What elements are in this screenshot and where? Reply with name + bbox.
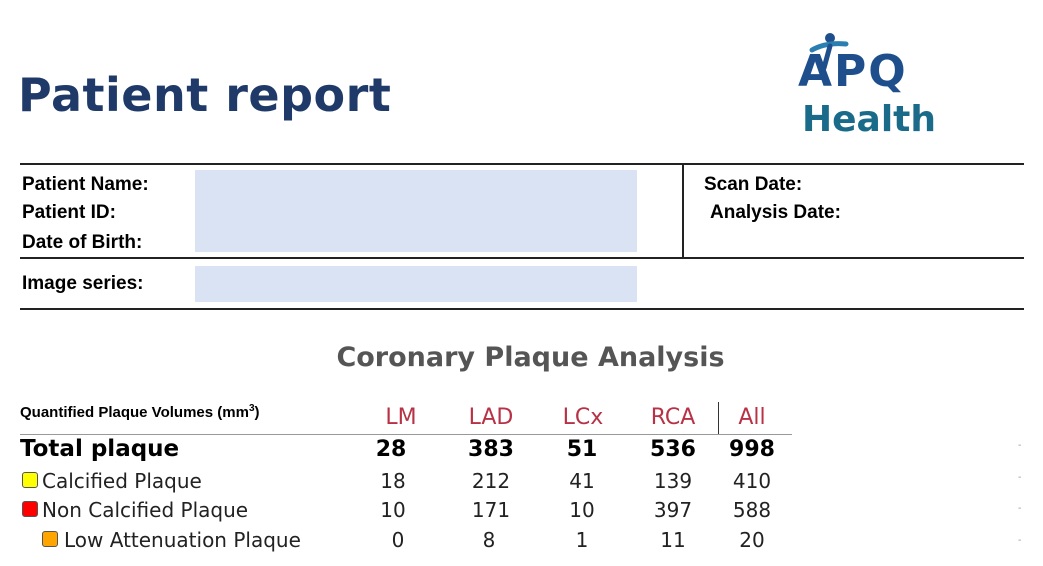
column-header-all: All: [738, 405, 766, 430]
column-header-lad: LAD: [468, 405, 514, 430]
calcified-swatch: [22, 472, 38, 488]
calcified-rca: 139: [653, 469, 693, 493]
info-middle-divider: [20, 257, 1024, 259]
table-caption: Quantified Plaque Volumes (mm3): [20, 403, 260, 421]
low-attenuation-swatch: [42, 531, 58, 547]
page-title: Patient report: [18, 68, 392, 122]
scan-date-label: Scan Date:: [704, 174, 803, 195]
analysis-date-label: Analysis Date:: [710, 202, 841, 223]
total-plaque-lad: 383: [468, 437, 514, 462]
total-plaque-all: 998: [729, 437, 775, 462]
image-series-redaction: [195, 266, 637, 302]
calcified-lcx: 41: [569, 469, 595, 493]
patient-name-label: Patient Name:: [22, 174, 149, 195]
non-calcified-lad: 171: [471, 498, 511, 522]
total-plaque-lm: 28: [375, 437, 407, 462]
non-calcified-rca: 397: [653, 498, 693, 522]
calcified-all: 410: [732, 469, 772, 493]
row-label-calcified-plaque: Calcified Plaque: [42, 469, 202, 493]
low-attenuation-lm: 0: [391, 528, 405, 552]
low-attenuation-rca: 11: [660, 528, 686, 552]
patient-id-label: Patient ID:: [22, 202, 116, 223]
low-attenuation-lad: 8: [482, 528, 496, 552]
calcified-lad: 212: [471, 469, 511, 493]
edge-mark: -: [1018, 535, 1022, 546]
edge-mark: -: [1018, 440, 1022, 451]
section-title: Coronary Plaque Analysis: [336, 342, 725, 373]
non-calcified-all: 588: [732, 498, 772, 522]
image-series-label: Image series:: [22, 273, 144, 294]
apq-health-logo: APQ Health: [790, 30, 940, 142]
calcified-lm: 18: [380, 469, 406, 493]
low-attenuation-lcx: 1: [575, 528, 589, 552]
info-bottom-divider: [20, 308, 1024, 310]
total-plaque-rca: 536: [650, 437, 696, 462]
non-calcified-lcx: 10: [569, 498, 595, 522]
patient-info-redaction: [195, 170, 637, 252]
info-vertical-divider: [682, 163, 684, 258]
column-header-rca: RCA: [650, 405, 696, 430]
date-of-birth-label: Date of Birth:: [22, 232, 143, 253]
all-column-divider: [718, 402, 719, 434]
edge-mark: -: [1018, 503, 1022, 514]
column-header-lcx: LCx: [562, 405, 604, 430]
row-label-total-plaque: Total plaque: [20, 436, 180, 462]
logo-text-health: Health: [802, 99, 937, 140]
column-header-lm: LM: [385, 405, 417, 430]
row-label-non-calcified-plaque: Non Calcified Plaque: [42, 498, 249, 522]
row-label-low-attenuation-plaque: Low Attenuation Plaque: [64, 528, 301, 552]
edge-mark: -: [1018, 472, 1022, 483]
non-calcified-lm: 10: [380, 498, 406, 522]
table-header-divider: [20, 434, 792, 435]
logo-text-apq: APQ: [798, 46, 908, 97]
non-calcified-swatch: [22, 501, 38, 517]
total-plaque-lcx: 51: [566, 437, 598, 462]
low-attenuation-all: 20: [739, 528, 765, 552]
info-top-divider: [20, 163, 1024, 165]
person-icon: [809, 33, 849, 71]
